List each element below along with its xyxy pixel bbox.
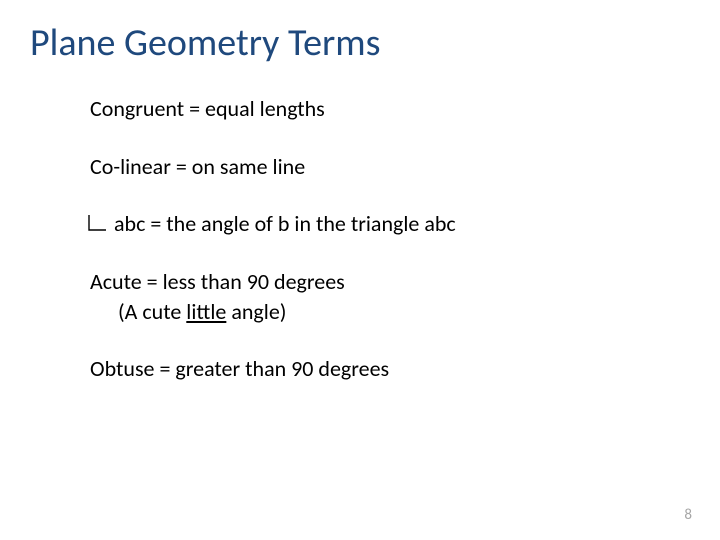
term-obtuse: Obtuse = greater than 90 degrees xyxy=(90,354,680,384)
term-colinear-text: Co-linear = on same line xyxy=(90,153,305,180)
term-colinear: Co-linear = on same line xyxy=(90,152,680,182)
term-angle: abc = the angle of b in the triangle abc xyxy=(90,209,680,239)
term-congruent-text: Congruent = equal lengths xyxy=(90,95,325,122)
angle-icon xyxy=(86,209,108,239)
term-obtuse-text: Obtuse = greater than 90 degrees xyxy=(90,355,389,382)
page-title: Plane Geometry Terms xyxy=(30,20,680,66)
slide-container: Plane Geometry Terms Congruent = equal l… xyxy=(0,0,720,540)
acute-sub-pre: (A cute xyxy=(118,298,186,325)
acute-sub-underlined: little xyxy=(186,298,226,325)
page-number: 8 xyxy=(684,506,692,524)
content-area: Congruent = equal lengths Co-linear = on… xyxy=(90,94,680,384)
term-angle-text: abc = the angle of b in the triangle abc xyxy=(114,209,456,239)
term-acute: Acute = less than 90 degrees (A cute lit… xyxy=(90,267,680,326)
term-acute-sub: (A cute little angle) xyxy=(118,297,680,327)
term-congruent: Congruent = equal lengths xyxy=(90,94,680,124)
term-acute-main: Acute = less than 90 degrees xyxy=(90,267,680,297)
acute-sub-post: angle) xyxy=(226,298,286,325)
